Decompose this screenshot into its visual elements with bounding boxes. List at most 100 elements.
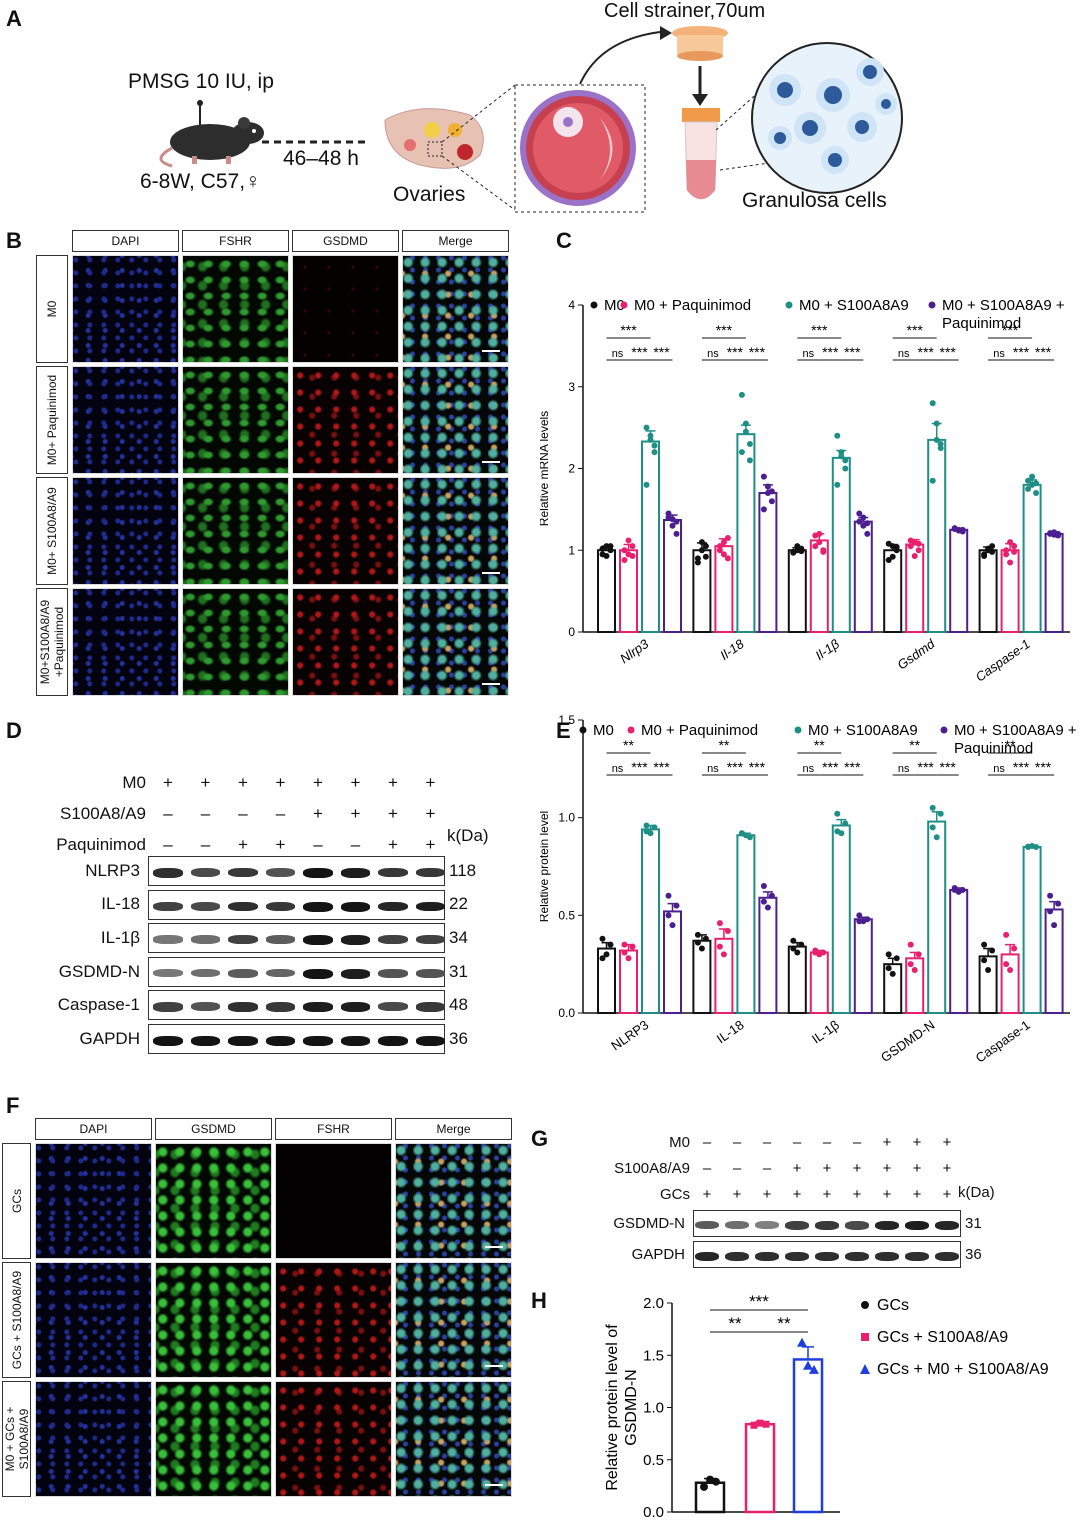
data-point xyxy=(1011,945,1018,952)
column-header-merge: Merge xyxy=(395,1118,512,1140)
condition-sign: + xyxy=(702,1186,712,1203)
significance-label: *** xyxy=(918,759,935,775)
blot-label: IL-18 xyxy=(101,894,140,914)
micrograph-merge xyxy=(395,1143,512,1259)
data-point xyxy=(621,941,628,948)
category-label: Caspase-1 xyxy=(973,636,1033,684)
data-point xyxy=(603,552,610,559)
data-point xyxy=(738,830,745,837)
condition-sign: + xyxy=(425,835,436,854)
data-point xyxy=(724,534,731,541)
legend-label: M0 + Paquinimod xyxy=(641,722,758,739)
bar xyxy=(736,834,756,1014)
data-point xyxy=(716,920,723,927)
data-point xyxy=(702,543,709,550)
category-label: GSDMD-N xyxy=(878,1017,937,1065)
data-point xyxy=(885,965,892,972)
bar xyxy=(927,820,947,1014)
condition-sign: + xyxy=(942,1134,952,1151)
data-point xyxy=(1003,931,1010,938)
bar xyxy=(905,957,925,1015)
blot-band xyxy=(265,901,296,911)
significance-label: *** xyxy=(822,759,839,775)
blot-band xyxy=(265,935,296,944)
condition-sign: – xyxy=(762,1134,772,1151)
micrograph-gsdmd xyxy=(292,588,399,696)
kda-label: k(Da) xyxy=(958,1184,995,1201)
condition-sign: + xyxy=(882,1160,892,1177)
data-point xyxy=(768,892,775,899)
blot-band xyxy=(755,1220,779,1229)
y-tick-label: 1.5 xyxy=(558,713,575,727)
data-point xyxy=(1051,922,1058,929)
panel-label-f: F xyxy=(6,1093,20,1118)
blot-band xyxy=(340,901,371,912)
legend-label: GCs + S100A8/A9 xyxy=(877,1329,1008,1346)
condition-sign: + xyxy=(852,1160,862,1177)
condition-sign: – xyxy=(762,1160,772,1177)
blot-band xyxy=(845,1251,869,1262)
row-label: GCs + S100A8/A9 xyxy=(2,1262,31,1378)
panel-label-c: C xyxy=(556,228,572,253)
data-point xyxy=(790,937,797,944)
micrograph-gsdmd xyxy=(155,1381,272,1497)
data-point xyxy=(750,1421,758,1429)
data-point xyxy=(746,457,753,464)
blot-band xyxy=(378,868,408,878)
blot-band xyxy=(303,1036,333,1046)
micrograph-merge xyxy=(402,588,509,696)
scale-bar xyxy=(485,1484,503,1486)
data-point xyxy=(1007,539,1014,546)
data-point xyxy=(651,442,658,449)
micrograph-gsdmd xyxy=(155,1143,272,1259)
data-point xyxy=(700,1482,708,1491)
data-point xyxy=(1029,473,1036,480)
significance-label: ns xyxy=(898,763,910,775)
legend-label: Paquinimod xyxy=(942,315,1021,332)
data-point xyxy=(959,886,966,893)
data-point xyxy=(643,424,650,431)
significance-label: *** xyxy=(653,759,670,775)
y-tick-label: 0.0 xyxy=(558,1006,575,1020)
legend-label: M0 + S100A8A9 + xyxy=(954,722,1077,739)
data-point xyxy=(716,943,723,950)
blot-band xyxy=(785,1220,809,1230)
data-point xyxy=(665,912,672,919)
blot-band xyxy=(153,1036,183,1046)
kda-value: 48 xyxy=(449,995,468,1015)
row-label-text: M0+ S100A8/A9 xyxy=(45,487,59,575)
condition-label: Paquinimod xyxy=(56,835,146,854)
blot-band xyxy=(415,901,446,912)
data-point xyxy=(607,941,614,948)
kda-value: 118 xyxy=(449,860,477,880)
data-point xyxy=(1003,961,1010,968)
scale-bar xyxy=(482,350,500,352)
condition-sign: – xyxy=(238,804,248,823)
data-point xyxy=(1033,843,1040,850)
data-point xyxy=(911,967,918,974)
micrograph-fshr xyxy=(182,255,289,363)
condition-sign: + xyxy=(732,1186,742,1203)
blot-band xyxy=(153,935,183,944)
condition-sign: + xyxy=(912,1186,922,1203)
data-point xyxy=(885,557,892,564)
bar xyxy=(663,519,682,633)
data-point xyxy=(724,555,731,562)
granulosa-cells-icon xyxy=(751,42,903,194)
blot-band xyxy=(265,1036,296,1046)
bar xyxy=(792,1358,824,1514)
blot-band xyxy=(153,901,183,911)
scale-bar xyxy=(482,683,500,685)
data-point xyxy=(981,551,988,558)
injection-point xyxy=(197,100,203,106)
cell-strainer-icon xyxy=(672,26,728,61)
data-point xyxy=(768,488,775,495)
data-point xyxy=(720,951,727,958)
data-point xyxy=(1011,548,1018,555)
significance-label: ns xyxy=(612,348,624,360)
panel-label-g: G xyxy=(531,1126,549,1151)
chart-c-mrna: 0 1 2 3 4 Relative mRNA levels *** ns *** *** Nlrp… xyxy=(540,297,1070,685)
blot-band xyxy=(340,935,371,946)
kda-value: 31 xyxy=(965,1214,982,1232)
significance-label: ns xyxy=(707,348,719,360)
